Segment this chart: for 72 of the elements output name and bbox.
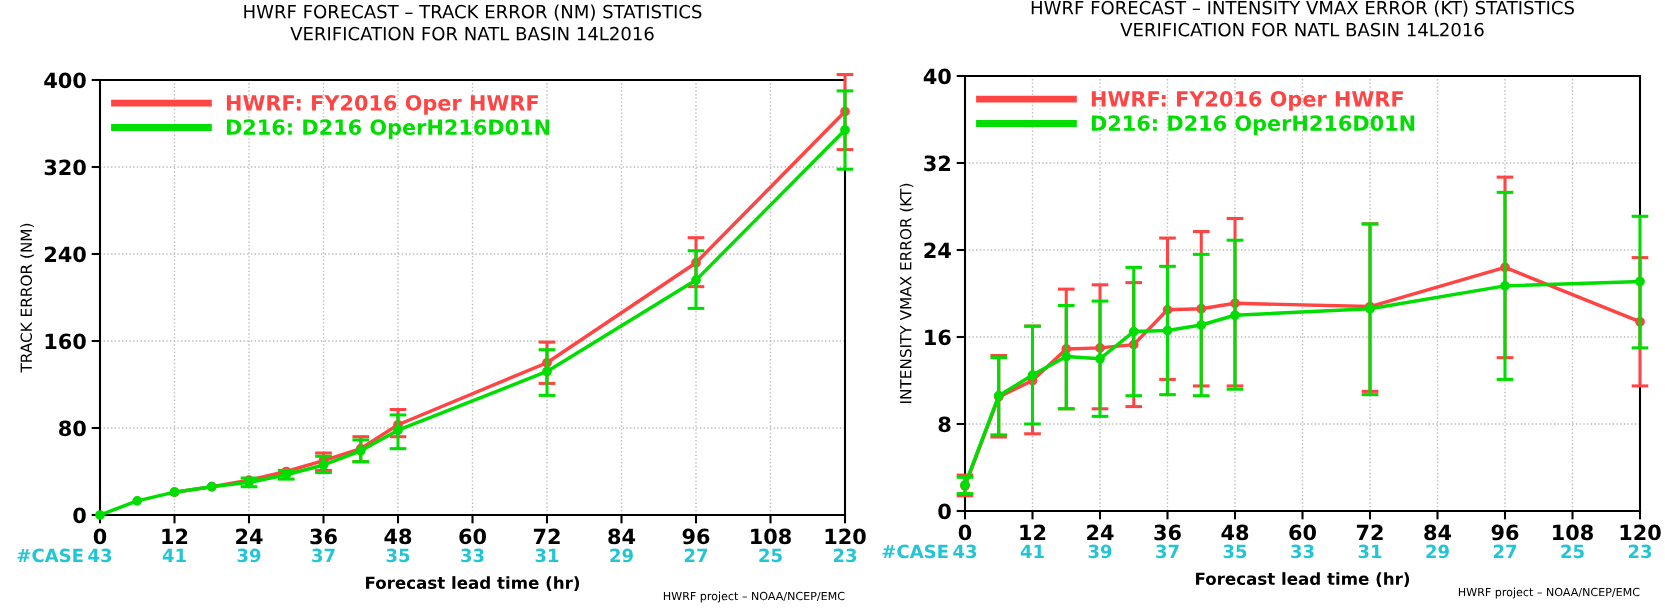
- legend-label: HWRF: FY2016 Oper HWRF: [226, 94, 538, 115]
- y-axis-title: TRACK ERROR (NM): [20, 223, 34, 373]
- text: 23: [1628, 544, 1652, 559]
- text: 41: [1020, 544, 1044, 558]
- legend-label: D216: D216 OperH216D01N: [1091, 115, 1415, 136]
- x-tick-label: 84: [608, 528, 636, 545]
- y-tick-label: 400: [44, 72, 86, 89]
- y-tick-label: 320: [44, 159, 86, 176]
- x-tick-label: 36: [310, 528, 337, 545]
- y-tick-label: 240: [44, 246, 86, 263]
- x-tick-label: 12: [162, 528, 188, 545]
- legend-label: D216: D216 OperH216D01N: [226, 119, 550, 140]
- y-tick-label: 24: [924, 242, 951, 258]
- x-tick-label: 108: [751, 528, 791, 545]
- x-tick-label: 48: [384, 528, 412, 545]
- text: 37: [312, 548, 335, 563]
- y-tick-label: 0: [73, 507, 86, 524]
- y-tick-label: 160: [45, 333, 86, 350]
- y-axis-title: INTENSITY VMAX ERROR (KT): [899, 183, 914, 403]
- x-tick-label: 120: [825, 528, 866, 545]
- text: 27: [1493, 544, 1517, 558]
- chart-title: HWRF FORECAST – INTENSITY VMAX ERROR (KT) STATISTICS: [1031, 0, 1574, 17]
- text: 33: [461, 548, 484, 563]
- y-tick-label: 40: [923, 68, 951, 85]
- x-axis-title: Forecast lead time (hr): [1196, 572, 1410, 587]
- y-tick-label: 32: [924, 155, 950, 172]
- text: 39: [1088, 544, 1112, 559]
- y-tick-label: 16: [925, 329, 951, 346]
- x-tick-label: 60: [1289, 524, 1316, 541]
- x-tick-label: 24: [236, 528, 263, 545]
- text: #CASE: [882, 544, 948, 559]
- x-tick-label: 24: [1087, 524, 1114, 541]
- text: 29: [610, 548, 633, 563]
- x-tick-label: 72: [1356, 524, 1383, 541]
- x-axis-title: Forecast lead time (hr): [366, 576, 580, 591]
- text: 31: [535, 548, 559, 563]
- text: 37: [1156, 544, 1179, 559]
- x-tick-label: 96: [682, 528, 710, 545]
- text: HWRF project – NOAA/NCEP/EMC: [663, 591, 845, 603]
- x-tick-label: 60: [459, 528, 486, 545]
- x-tick-label: 36: [1154, 524, 1181, 541]
- x-tick-label: 48: [1221, 524, 1249, 541]
- y-tick-label: 80: [59, 420, 86, 437]
- chart-title: HWRF FORECAST – TRACK ERROR (NM) STATISTICS: [244, 4, 702, 21]
- x-tick-label: 108: [1553, 524, 1593, 541]
- text: 29: [1426, 544, 1449, 559]
- text: 33: [1291, 544, 1314, 559]
- text: 41: [162, 548, 186, 562]
- legend-label: HWRF: FY2016 Oper HWRF: [1091, 90, 1403, 111]
- text: 43: [88, 548, 112, 563]
- x-tick-label: 72: [533, 528, 560, 545]
- chart-subtitle: VERIFICATION FOR NATL BASIN 14L2016: [1120, 22, 1484, 37]
- text: 27: [684, 548, 708, 562]
- y-tick-label: 0: [938, 503, 951, 520]
- x-tick-label: 84: [1424, 524, 1452, 541]
- y-tick-label: 8: [938, 416, 951, 433]
- x-tick-label: 0: [93, 528, 107, 545]
- x-tick-label: 120: [1620, 524, 1661, 541]
- text: 23: [833, 548, 857, 563]
- text: 39: [237, 548, 261, 563]
- text: 31: [1358, 544, 1382, 559]
- text: 43: [953, 544, 977, 559]
- text: 35: [1223, 544, 1247, 559]
- text: #CASE: [17, 548, 83, 563]
- text: HWRF project – NOAA/NCEP/EMC: [1458, 587, 1640, 599]
- x-tick-label: 0: [958, 524, 972, 541]
- text: 35: [386, 548, 410, 563]
- x-tick-label: 12: [1020, 524, 1046, 541]
- x-tick-label: 96: [1491, 524, 1519, 541]
- text: 25: [759, 548, 782, 563]
- chart-subtitle: VERIFICATION FOR NATL BASIN 14L2016: [290, 26, 654, 41]
- text: 25: [1561, 544, 1584, 559]
